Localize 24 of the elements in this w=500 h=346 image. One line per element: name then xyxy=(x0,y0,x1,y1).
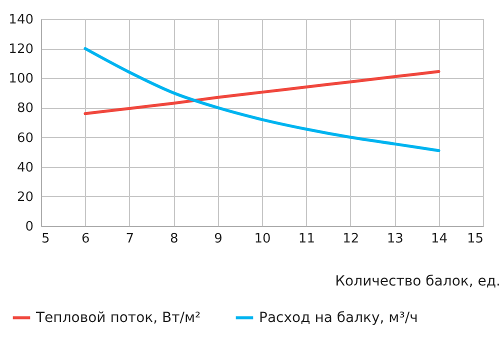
x-tick-label: 10 xyxy=(254,232,271,246)
y-tick-label: 40 xyxy=(16,160,34,176)
line-series xyxy=(84,70,440,116)
x-tick-label: 12 xyxy=(342,232,360,246)
y-tick-label: 120 xyxy=(8,42,34,58)
y-tick-label: 0 xyxy=(25,220,34,234)
x-tick-label: 13 xyxy=(386,232,404,246)
x-tick-label: 9 xyxy=(214,232,222,246)
x-tick-label: 7 xyxy=(126,232,134,246)
x-axis-title: Количество балок, ед. xyxy=(335,274,500,290)
line-series xyxy=(84,47,440,152)
legend-label: Расход на балку, м³/ч xyxy=(259,310,418,326)
x-tick-label: 11 xyxy=(298,232,315,246)
x-tick-label: 6 xyxy=(82,232,90,246)
y-tick-label: 80 xyxy=(16,101,34,116)
x-tick-label: 5 xyxy=(42,232,50,246)
y-tick-label: 60 xyxy=(16,130,34,146)
y-tick-label: 20 xyxy=(16,190,34,205)
x-tick-label: 8 xyxy=(170,232,178,246)
y-tick-label: 140 xyxy=(8,12,34,28)
x-tick-label: 14 xyxy=(431,232,448,246)
legend-label: Тепловой поток, Вт/м² xyxy=(35,310,201,326)
x-tick-label: 15 xyxy=(466,232,484,246)
y-tick-label: 100 xyxy=(8,72,34,87)
